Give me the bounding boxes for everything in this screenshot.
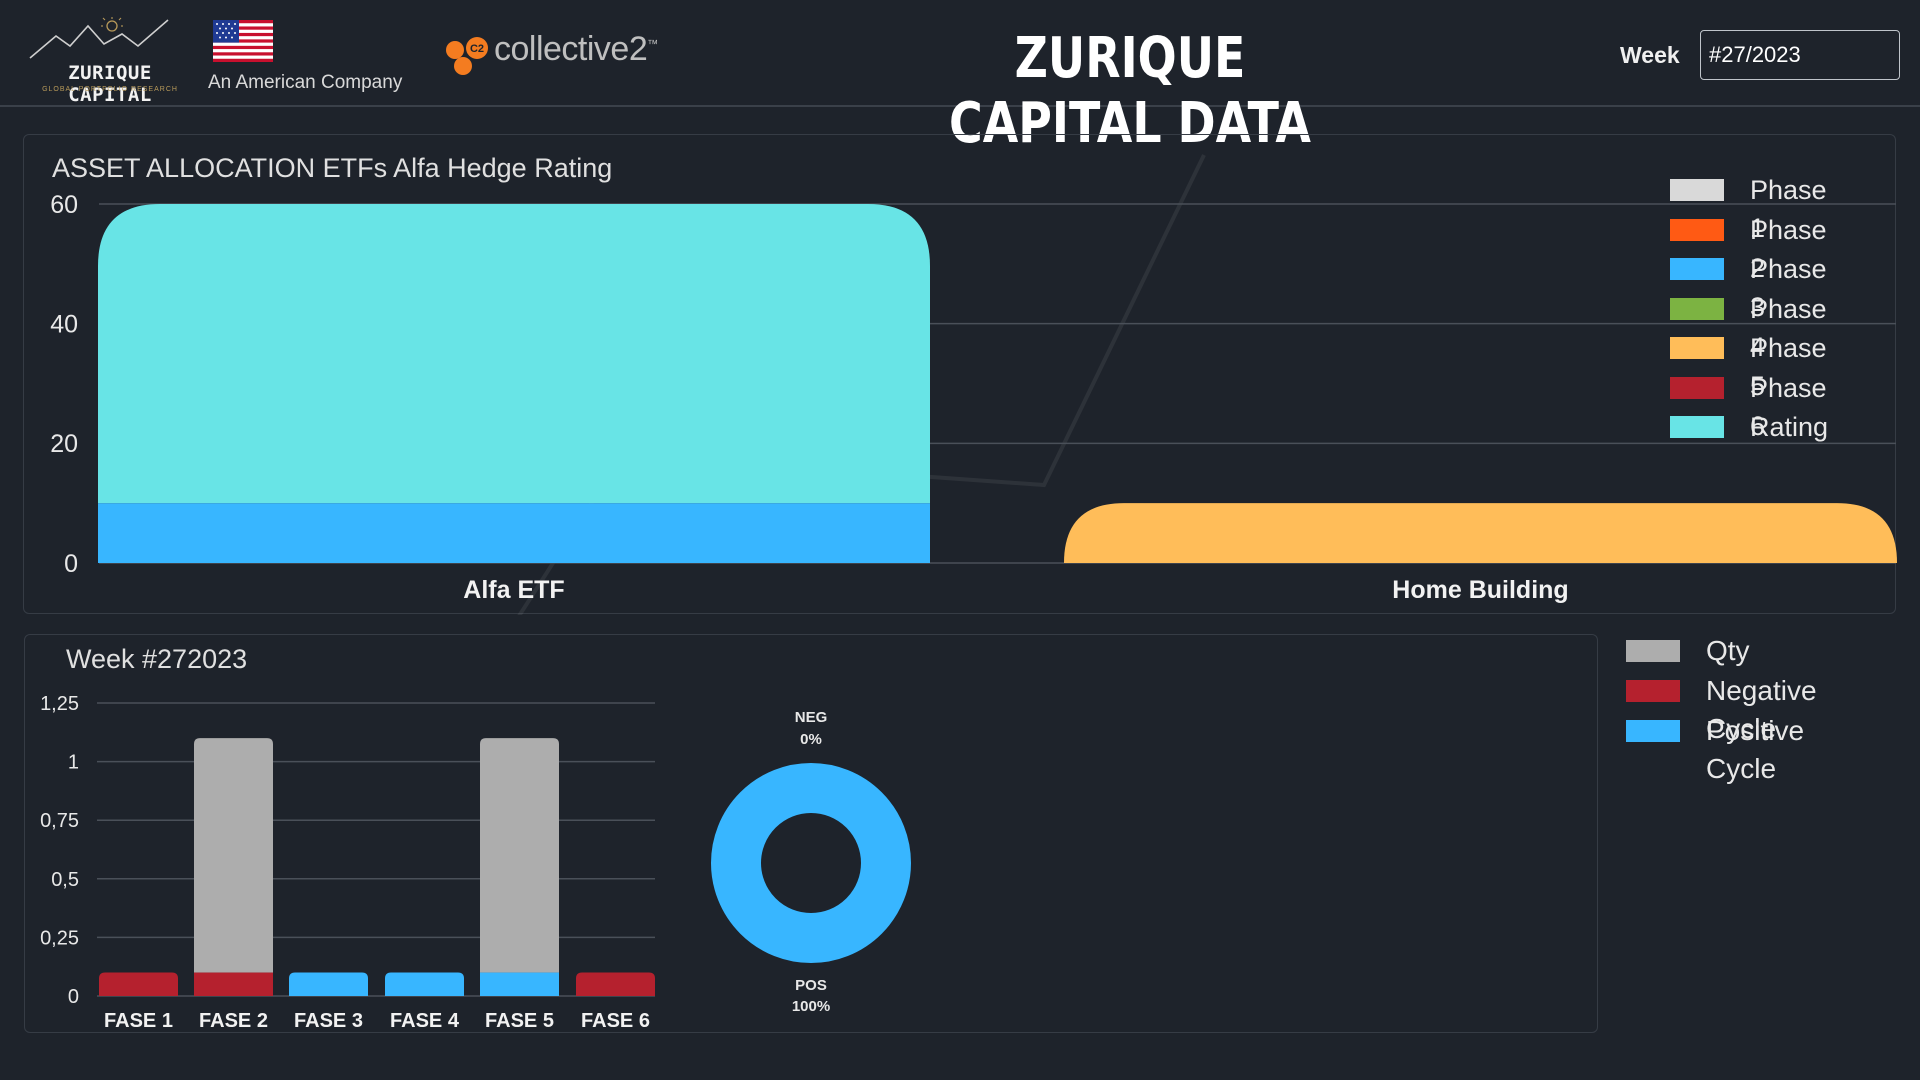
bar-fase-3-positive-cycle [289, 972, 368, 996]
legend-swatch [1626, 680, 1680, 702]
legend-swatch [1670, 376, 1724, 399]
bar-fase-1-negative-cycle [99, 972, 178, 996]
mountain-sun-logo-icon [29, 17, 169, 59]
legend-label: Phase 1 [1750, 175, 1827, 243]
header-bar: ZURIQUE CAPITAL GLOBAL PORTFOLIO RESEARC… [0, 0, 1920, 156]
legend-swatch [1670, 337, 1724, 359]
category-label: FASE 5 [485, 1010, 554, 1032]
bar-alfa-etf-phase-3 [98, 503, 930, 563]
legend-label: Phase 2 [1750, 214, 1827, 283]
logo-subtitle: GLOBAL PORTFOLIO RESEARCH [42, 86, 178, 93]
donut-label-pos-name: POS [795, 977, 827, 994]
bar-fase-5-positive-cycle [480, 972, 559, 996]
category-label: FASE 6 [581, 1010, 650, 1032]
category-label: Alfa ETF [463, 576, 564, 604]
zurique-logo: ZURIQUE CAPITAL GLOBAL PORTFOLIO RESEARC… [26, 16, 194, 106]
legend-label: Phase 4 [1750, 293, 1827, 362]
y-tick-label: 0,75 [40, 810, 79, 832]
category-label: FASE 4 [390, 1010, 460, 1032]
y-tick-label: 0,25 [40, 927, 79, 949]
legend-label: Qty [1706, 635, 1750, 666]
bar-fase-5-qty [480, 738, 559, 973]
y-tick-label: 0,5 [51, 869, 79, 891]
y-tick-label: 60 [50, 191, 78, 219]
company-tagline: An American Company [208, 72, 403, 93]
y-tick-label: 0 [64, 550, 78, 578]
bar-alfa-etf-rating [98, 204, 930, 504]
weekly-chart-title: Week #272023 [66, 644, 248, 674]
weekly-phase-chart: 0 0,25 0,5 0,75 1 1,25 FASE 1 FASE 2 FASE 3 FASE … [40, 693, 911, 1032]
legend-swatch [1670, 258, 1724, 280]
legend-swatch [1626, 640, 1680, 662]
bar-fase-4-positive-cycle [385, 972, 464, 996]
bar-home-building-phase-5 [1064, 503, 1897, 563]
page-title: ZURIQUE CAPITAL DATA [949, 26, 1311, 156]
y-tick-label: 1 [68, 752, 79, 774]
legend-label: Phase 6 [1750, 372, 1827, 441]
legend-label: Positive Cycle [1706, 715, 1805, 784]
bar-fase-6-negative-cycle [576, 972, 655, 996]
y-tick-label: 1,25 [40, 693, 79, 715]
legend-swatch [1670, 218, 1724, 241]
legend-swatch [1670, 179, 1724, 201]
category-label: FASE 1 [104, 1010, 173, 1032]
bar-fase-2-qty [194, 738, 273, 973]
logo-name: ZURIQUE CAPITAL [68, 62, 152, 106]
bar-fase-2-negative-cycle [194, 972, 273, 996]
legend-label: Rating [1750, 412, 1829, 442]
us-flag-icon [213, 20, 273, 62]
category-label: FASE 3 [294, 1010, 363, 1032]
week-input[interactable] [1700, 30, 1900, 80]
asset-allocation-panel: ASSET ALLOCATION ETFs Alfa Hedge Rating … [23, 134, 1897, 615]
legend-label: Negative Cycle [1706, 675, 1817, 744]
y-tick-label: 0 [68, 986, 79, 1008]
category-label: FASE 2 [199, 1010, 268, 1032]
partner-trademark: ™ [647, 38, 658, 51]
donut-label-neg-value: 0% [800, 731, 822, 748]
partner-name-text: collective2 [494, 30, 648, 68]
donut-slice-pos [711, 763, 911, 963]
partner-name: collective2™ [494, 30, 658, 69]
y-tick-label: 20 [50, 430, 78, 458]
y-tick-label: 40 [50, 310, 78, 338]
donut-label-neg-name: NEG [795, 709, 828, 726]
asset-allocation-title: ASSET ALLOCATION ETFs Alfa Hedge Rating [52, 153, 613, 183]
category-label: Home Building [1392, 576, 1568, 604]
asset-allocation-chart: 0 20 40 60 Alfa ETF Home Building [50, 154, 1897, 615]
legend-swatch [1670, 297, 1724, 320]
c2-badge-text: C2 [470, 43, 484, 55]
donut-label-pos-value: 100% [792, 998, 830, 1015]
week-label: Week [1620, 42, 1680, 68]
collective2-logo-icon: C2 [446, 37, 488, 75]
legend-swatch [1626, 720, 1680, 742]
legend-swatch [1670, 416, 1724, 438]
weekly-phase-panel: Week #272023 0 0,25 0,5 0,75 1 1,25 FASE 1 FASE… [24, 634, 1598, 1033]
legend-label: Phase 5 [1750, 333, 1827, 401]
legend-label: Phase 3 [1750, 254, 1827, 322]
